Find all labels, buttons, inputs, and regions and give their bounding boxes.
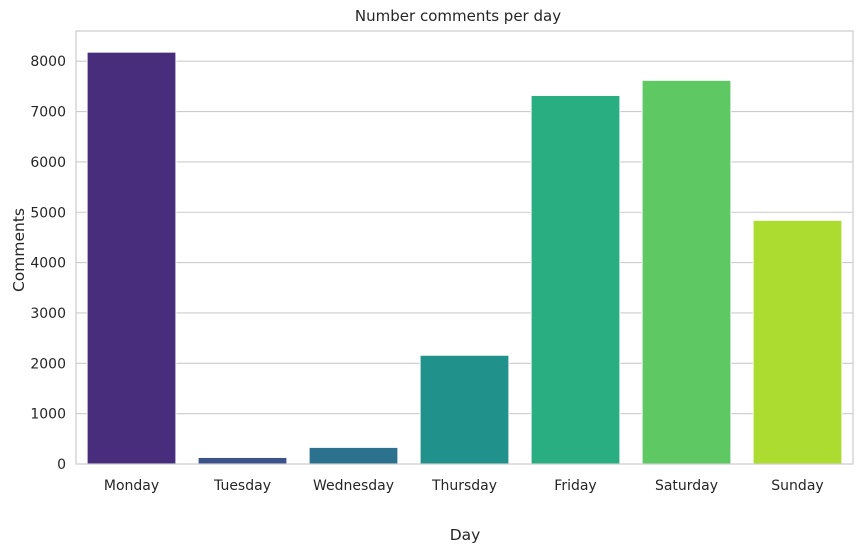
y-tick-label: 0 — [57, 457, 66, 473]
bar-thursday — [419, 354, 510, 465]
x-tick-label: Friday — [554, 478, 596, 494]
x-axis-title: Day — [450, 526, 481, 544]
y-tick-label: 3000 — [30, 306, 66, 322]
x-tick-label: Monday — [104, 478, 159, 494]
y-tick-label: 4000 — [30, 256, 66, 272]
x-tick-label: Sunday — [771, 478, 823, 494]
bar-tuesday — [197, 456, 288, 465]
y-tick-label: 2000 — [30, 356, 66, 372]
x-tick-label: Wednesday — [313, 478, 394, 494]
plot-frame — [75, 30, 854, 465]
bar-monday — [86, 51, 177, 465]
y-tick-label: 1000 — [30, 407, 66, 423]
y-tick-label: 7000 — [30, 105, 66, 121]
bar-wednesday — [308, 446, 399, 465]
y-axis-title: Comments — [10, 208, 28, 292]
x-tick-label: Tuesday — [213, 478, 271, 494]
y-tick-label: 5000 — [30, 205, 66, 221]
bar-friday — [530, 94, 621, 465]
bar-saturday — [641, 79, 732, 465]
y-tick-labels: 0 1000 2000 3000 4000 5000 6000 7000 8000 — [30, 54, 66, 473]
bar-sunday — [752, 219, 843, 465]
x-tick-labels: Monday Tuesday Wednesday Thursday Friday Satu… — [104, 478, 824, 494]
y-tick-label: 6000 — [30, 155, 66, 171]
y-tick-label: 8000 — [30, 54, 66, 70]
bars-layer — [86, 51, 843, 465]
chart-title: Number comments per day — [355, 7, 561, 25]
grid-layer — [76, 60, 853, 465]
x-tick-label: Thursday — [431, 478, 497, 494]
plot-border — [75, 30, 854, 465]
x-tick-label: Saturday — [655, 478, 718, 494]
